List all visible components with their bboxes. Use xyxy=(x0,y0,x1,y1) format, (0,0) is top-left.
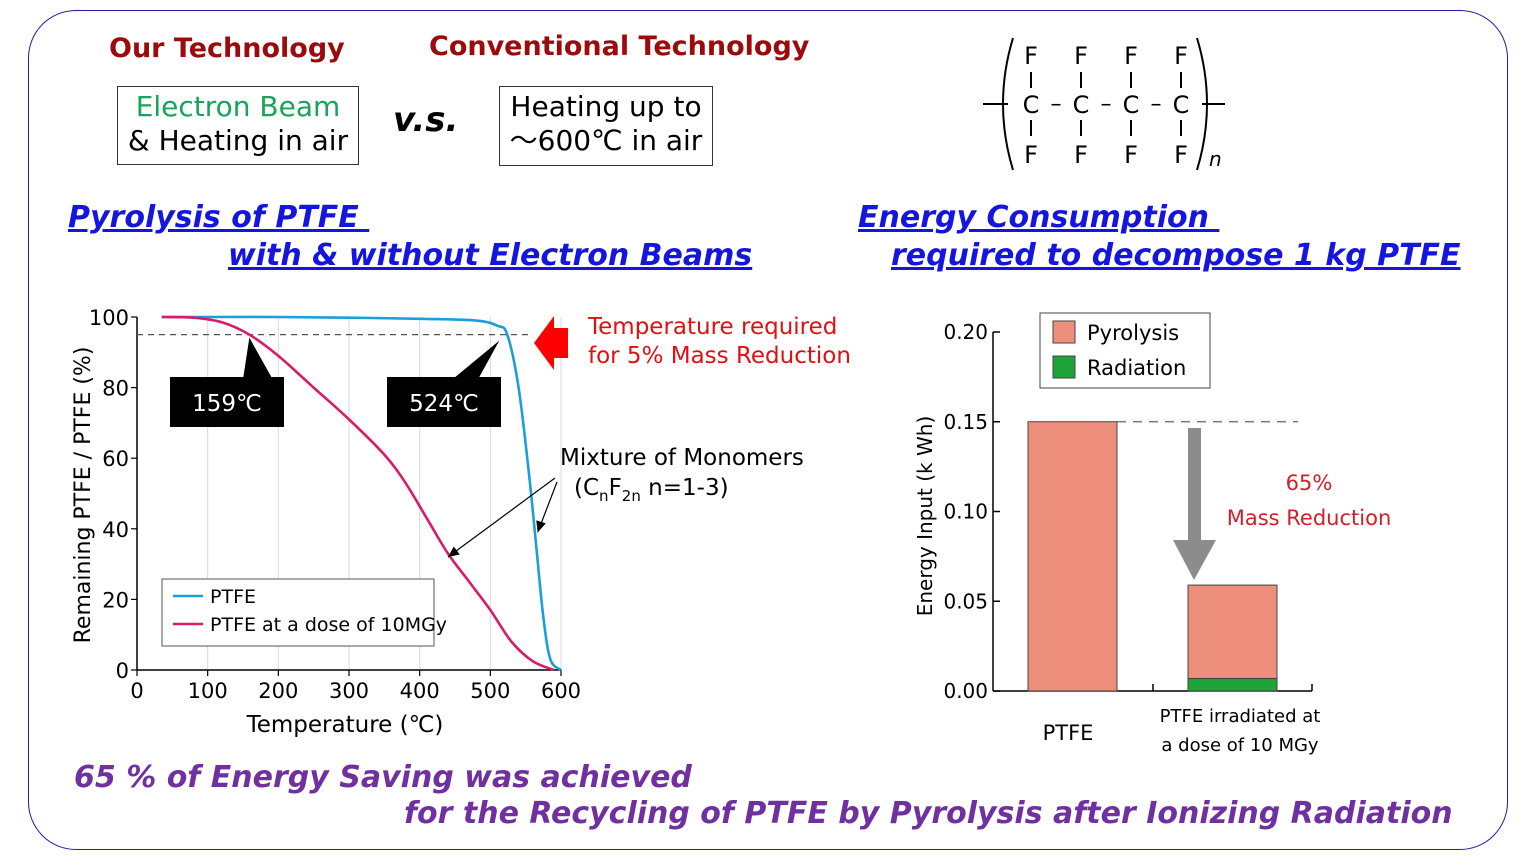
legend-swatch xyxy=(1052,320,1076,344)
red-arrow-icon xyxy=(534,316,568,370)
pointer-arrowhead xyxy=(536,520,546,533)
formula-fluorine-bottom: F xyxy=(1024,141,1038,169)
bar-category-label: PTFE xyxy=(1043,721,1094,745)
x-tick-label: 0 xyxy=(130,679,143,703)
energy-y-axis-label: Energy Input (k Wh) xyxy=(913,416,937,617)
y-tick-label: 80 xyxy=(102,377,129,401)
gray-down-arrow-shape xyxy=(1173,428,1216,580)
reduction-percent-label: 65% xyxy=(1286,471,1333,495)
monomers-formula: (CnF2n n=1-3) xyxy=(574,475,729,505)
y-tick-label: 100 xyxy=(89,306,129,330)
pyrolysis-bar-segment xyxy=(1027,421,1118,692)
pyrolysis-heading-line2: with & without Electron Beams xyxy=(228,238,753,273)
bar-y-tick-label: 0.20 xyxy=(943,320,988,344)
x-tick-label: 200 xyxy=(258,679,298,703)
our-technology-box: Electron Beam & Heating in air xyxy=(117,86,359,165)
temperature-callouts: 159℃ 524℃ xyxy=(170,337,501,427)
formula-carbon-bond: – xyxy=(1051,92,1062,117)
stacked-bars xyxy=(1027,421,1278,692)
line-chart-legend xyxy=(161,578,435,647)
formula-fluorine-top: F xyxy=(1124,42,1138,70)
monomers-annotation: Mixture of Monomers xyxy=(560,445,804,471)
radiation-bar-segment xyxy=(1187,677,1278,692)
y-tick-label: 60 xyxy=(102,447,129,471)
x-tick-label: 100 xyxy=(188,679,228,703)
versus-label: v.s. xyxy=(393,100,459,140)
legend-label: PTFE xyxy=(210,586,256,608)
axis-ticks: 0 100 200 300 400 500 600 0 20 40 60 80 100 xyxy=(89,306,581,703)
formula-carbon-bond: – xyxy=(1151,92,1162,117)
our-box-line2: & Heating in air xyxy=(127,124,349,157)
conventional-technology-heading: Conventional Technology xyxy=(429,31,810,62)
ptfe-structural-formula: FCF–FCF–FCF–FCF n xyxy=(983,37,1225,171)
formula-carbon: C xyxy=(1173,91,1190,119)
bar-y-tick-label: 0.05 xyxy=(943,589,988,613)
formula-fluorine-top: F xyxy=(1174,42,1188,70)
chart-series xyxy=(161,315,562,672)
x-tick-label: 500 xyxy=(470,679,510,703)
energy-heading-line1: Energy Consumption xyxy=(858,200,1220,235)
conventional-box-line1: Heating up to xyxy=(510,90,702,123)
x-tick-label: 600 xyxy=(541,679,581,703)
pointer-line xyxy=(447,477,556,558)
formula-fluorine-top: F xyxy=(1024,42,1038,70)
legend-label: Pyrolysis xyxy=(1087,321,1179,345)
energy-heading-line2: required to decompose 1 kg PTFE xyxy=(891,238,1461,273)
pointer-arrowhead xyxy=(447,546,460,558)
slide-frame xyxy=(28,10,1508,850)
y-tick-label: 40 xyxy=(102,518,129,542)
bar-legend-entries: Pyrolysis Radiation xyxy=(1052,320,1186,380)
conventional-technology-box: Heating up to ～600℃ in air xyxy=(499,86,713,166)
formula-subscript-n: n xyxy=(1209,147,1222,171)
temperature-note-line1: Temperature required xyxy=(587,314,837,340)
y-tick-label: 20 xyxy=(102,588,129,612)
ptfe-series-line xyxy=(161,315,562,672)
pyrolysis-heading-line1: Pyrolysis of PTFE xyxy=(68,200,370,235)
formula-fluorine-bottom: F xyxy=(1074,141,1088,169)
our-technology-heading: Our Technology xyxy=(109,33,345,64)
callout-label: 159℃ xyxy=(192,391,262,417)
bar-y-tick-label: 0.10 xyxy=(943,500,988,524)
formula-fluorine-bottom: F xyxy=(1124,141,1138,169)
callout-label: 524℃ xyxy=(409,391,479,417)
x-tick-label: 400 xyxy=(400,679,440,703)
energy-bar-chart: 0.000.050.100.150.20 PyrolysisRadiation … xyxy=(913,312,1392,756)
bar-category-labels: PTFE PTFE irradiated at a dose of 10 MGy xyxy=(1043,706,1321,756)
monomer-pointer-arrows xyxy=(447,477,558,558)
temperature-note-line2: for 5% Mass Reduction xyxy=(588,343,851,369)
conclusion-line2: for the Recycling of PTFE by Pyrolysis a… xyxy=(404,796,1453,831)
bar-category-label: PTFE irradiated at xyxy=(1160,706,1321,727)
formula-fluorine-bottom: F xyxy=(1174,141,1188,169)
conclusion-line1: 65 % of Energy Saving was achieved xyxy=(74,760,692,795)
formula-carbon: C xyxy=(1073,91,1090,119)
formula-carbon-bond: – xyxy=(1101,92,1112,117)
legend-entries: PTFE PTFE at a dose of 10MGy xyxy=(173,586,447,636)
x-axis-label: Temperature (℃) xyxy=(246,712,444,738)
bar-y-ticks: 0.00 0.05 0.10 0.15 0.20 xyxy=(943,320,1000,703)
formula-carbon: C xyxy=(1023,91,1040,119)
pyrolysis-bar-segment xyxy=(1187,584,1278,679)
our-box-line1: Electron Beam xyxy=(135,90,341,123)
legend-label: PTFE at a dose of 10MGy xyxy=(210,614,447,636)
callout-box xyxy=(170,337,284,427)
conventional-box-line2: ～600℃ in air xyxy=(509,124,703,157)
callout-box xyxy=(387,340,501,427)
bar-y-tick-label: 0.15 xyxy=(943,410,988,434)
legend-swatch xyxy=(1052,355,1076,379)
reduction-text-label: Mass Reduction xyxy=(1227,506,1392,530)
irradiated-series-line xyxy=(161,315,555,672)
bar-category-label: a dose of 10 MGy xyxy=(1161,735,1319,756)
formula-fluorine-top: F xyxy=(1074,42,1088,70)
pyrolysis-line-chart: 0 100 200 300 400 500 600 0 20 40 60 80 100 159℃ 524℃… xyxy=(71,306,851,738)
legend-label: Radiation xyxy=(1087,356,1186,380)
y-tick-label: 0 xyxy=(116,659,129,683)
formula-units: FCF–FCF–FCF–FCF xyxy=(1023,42,1190,169)
y-axis-label: Remaining PTFE / PTFE (%) xyxy=(71,347,96,644)
formula-carbon: C xyxy=(1123,91,1140,119)
bar-y-tick-label: 0.00 xyxy=(943,679,988,703)
gray-down-arrow-icon xyxy=(1173,428,1216,580)
x-tick-label: 300 xyxy=(329,679,369,703)
